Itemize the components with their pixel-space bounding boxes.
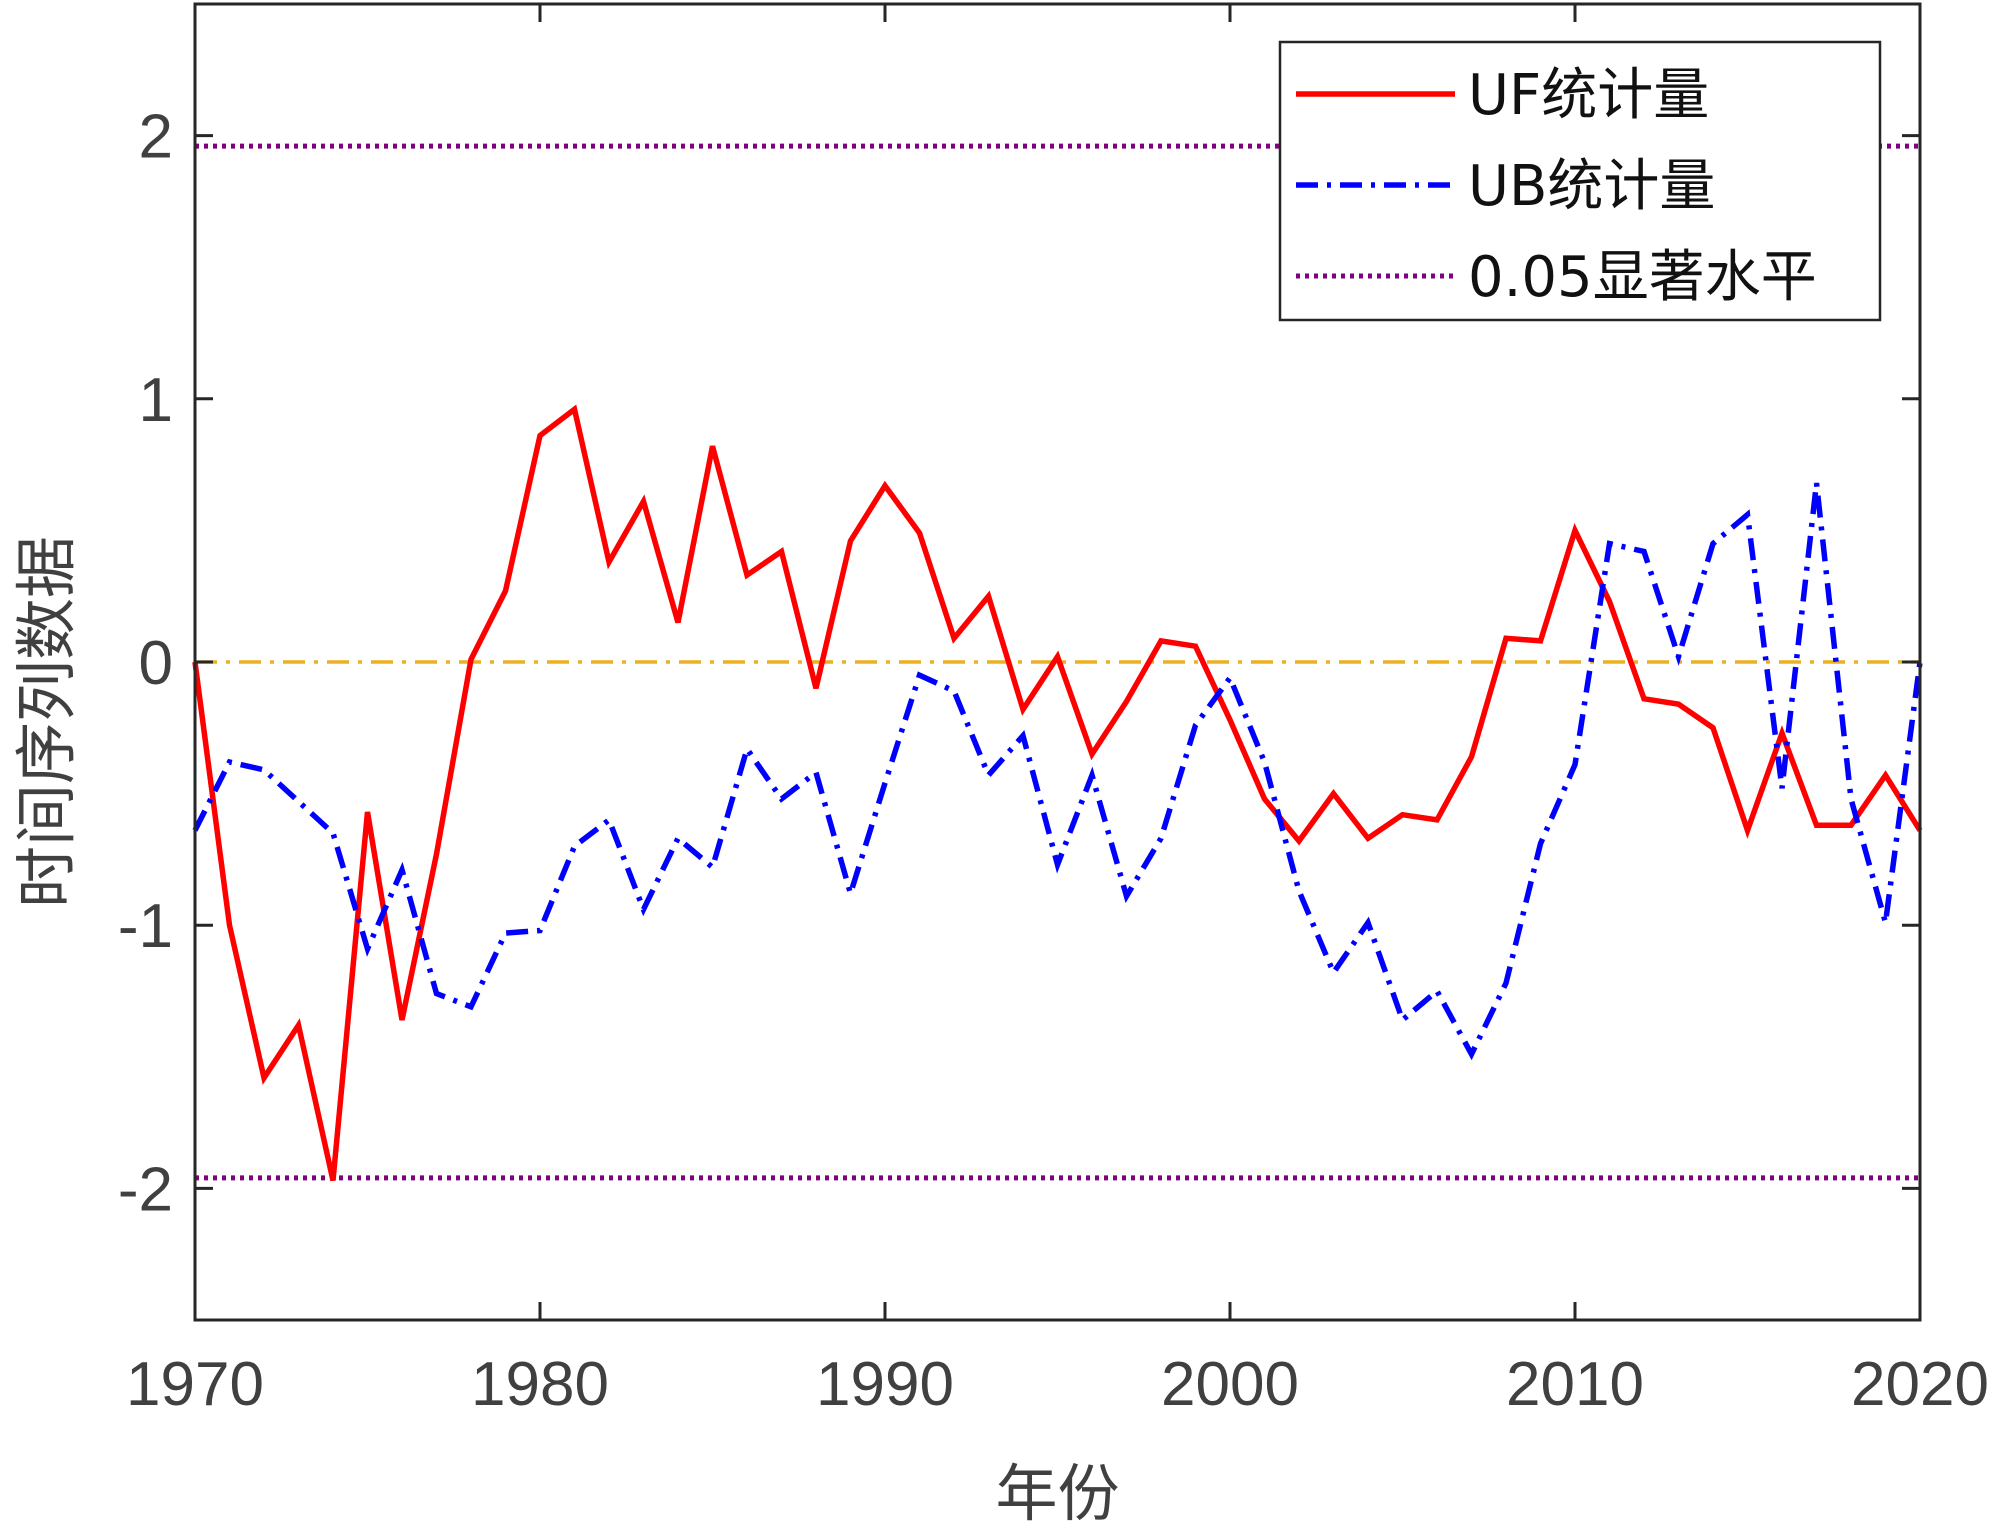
- ub-series-line: [192, 482, 1923, 1061]
- y-tick-label: 1: [139, 366, 173, 435]
- x-tick-label: 2020: [1851, 1350, 1989, 1419]
- y-tick-label: -1: [118, 892, 173, 961]
- ticks: [193, 4, 1922, 1320]
- y-tick-label: 0: [139, 629, 173, 698]
- x-tick-label: 2000: [1161, 1350, 1299, 1419]
- x-tick-label: 1980: [471, 1350, 609, 1419]
- legend-label-ub: UB统计量: [1468, 154, 1715, 219]
- y-tick-label: -2: [118, 1155, 173, 1224]
- legend-label-uf: UF统计量: [1468, 63, 1709, 128]
- y-axis-label: 时间序列数据: [10, 536, 83, 908]
- uf-series-line: [192, 404, 1923, 1182]
- legend: UF统计量 UB统计量 0.05显著水平: [1278, 40, 1882, 322]
- plot-area: [192, 143, 1923, 1182]
- x-tick-label: 1990: [816, 1350, 954, 1419]
- y-tick-label: 2: [139, 103, 173, 172]
- x-axis-label: 年份: [995, 1457, 1119, 1530]
- x-tick-label: 1970: [126, 1350, 264, 1419]
- tick-labels: 1970 1980 1990 2000 2010 2020 -2 -1 0 1 2: [118, 103, 1989, 1419]
- legend-label-significance: 0.05显著水平: [1468, 245, 1817, 310]
- x-tick-label: 2010: [1506, 1350, 1644, 1419]
